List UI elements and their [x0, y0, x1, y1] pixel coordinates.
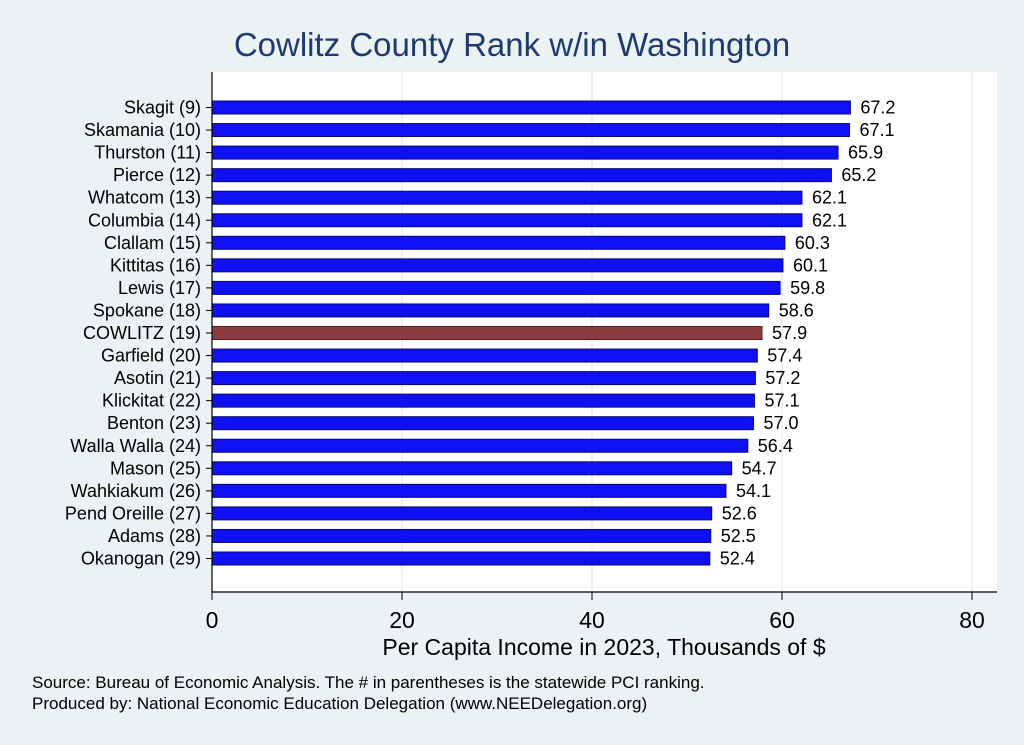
category-label: Skamania (10): [84, 120, 201, 140]
value-label: 57.1: [764, 391, 799, 411]
value-label: 56.4: [758, 436, 793, 456]
value-label: 52.4: [720, 549, 755, 569]
source-note: Source: Bureau of Economic Analysis. The…: [32, 672, 705, 714]
chart-title: Cowlitz County Rank w/in Washington: [233, 26, 791, 63]
value-label: 54.1: [736, 481, 771, 501]
category-label: Wahkiakum (26): [71, 481, 201, 501]
bar: [211, 123, 850, 138]
category-label: COWLITZ (19): [83, 323, 201, 343]
bar: [211, 461, 733, 476]
value-label: 59.8: [790, 278, 825, 298]
bar: [211, 168, 832, 183]
category-label: Asotin (21): [114, 368, 201, 388]
value-label: 58.6: [779, 300, 814, 320]
bar: [211, 100, 851, 115]
bar: [211, 416, 754, 431]
value-label: 65.2: [841, 165, 876, 185]
category-label: Pend Oreille (27): [65, 503, 201, 523]
bar: [211, 551, 711, 566]
category-label: Thurston (11): [94, 143, 201, 163]
category-label: Clallam (15): [104, 233, 201, 253]
value-label: 57.9: [772, 323, 807, 343]
category-label: Adams (28): [108, 526, 201, 546]
x-axis-label: Per Capita Income in 2023, Thousands of …: [382, 634, 825, 660]
category-label: Mason (25): [110, 458, 201, 478]
bar: [211, 483, 727, 498]
category-label: Whatcom (13): [88, 188, 201, 208]
value-label: 52.5: [721, 526, 756, 546]
category-label: Benton (23): [107, 413, 201, 433]
value-label: 60.1: [793, 255, 828, 275]
x-tick-label: 20: [389, 607, 415, 633]
bar: [211, 438, 749, 453]
category-label: Garfield (20): [101, 346, 201, 366]
category-label: Spokane (18): [93, 300, 201, 320]
bar: [211, 213, 803, 228]
category-label: Skagit (9): [124, 98, 201, 118]
value-label: 57.0: [764, 413, 799, 433]
producer-text: Produced by: National Economic Education…: [32, 694, 648, 713]
bar: [211, 393, 755, 408]
bar: [211, 303, 770, 318]
bar: [211, 145, 839, 160]
axes: 0 20 40 60 80 Skagit (9)Skamania (10) Thurston…: [65, 72, 997, 633]
category-label: Columbia (14): [88, 210, 201, 230]
bar: [211, 326, 763, 340]
bar: [211, 235, 786, 250]
source-text: Source: Bureau of Economic Analysis. The…: [32, 673, 705, 692]
bars: 67.267.1 65.965.2 62.162.1 60.360.1 59.858.6…: [211, 98, 895, 569]
bar: [211, 528, 712, 543]
category-label: Lewis (17): [118, 278, 201, 298]
x-tick-label: 40: [579, 607, 605, 633]
value-label: 52.6: [722, 503, 757, 523]
value-label: 54.7: [742, 458, 777, 478]
value-label: 62.1: [812, 210, 847, 230]
value-label: 57.2: [765, 368, 800, 388]
bar: [211, 506, 713, 521]
category-label: Pierce (12): [113, 165, 201, 185]
x-tick-label: 80: [959, 607, 985, 633]
bar: [211, 190, 803, 205]
category-label: Klickitat (22): [102, 391, 201, 411]
category-label: Kittitas (16): [110, 255, 201, 275]
bar: [211, 371, 756, 386]
value-label: 57.4: [767, 346, 802, 366]
x-tick-label: 60: [769, 607, 795, 633]
value-label: 67.2: [860, 98, 895, 118]
value-label: 67.1: [859, 120, 894, 140]
value-label: 62.1: [812, 188, 847, 208]
category-label: Walla Walla (24): [70, 436, 201, 456]
bar: [211, 280, 781, 295]
value-label: 65.9: [848, 143, 883, 163]
bar: [211, 348, 758, 363]
value-label: 60.3: [795, 233, 830, 253]
x-tick-label: 0: [206, 607, 219, 633]
category-label: Okanogan (29): [81, 549, 201, 569]
bar: [211, 258, 784, 273]
